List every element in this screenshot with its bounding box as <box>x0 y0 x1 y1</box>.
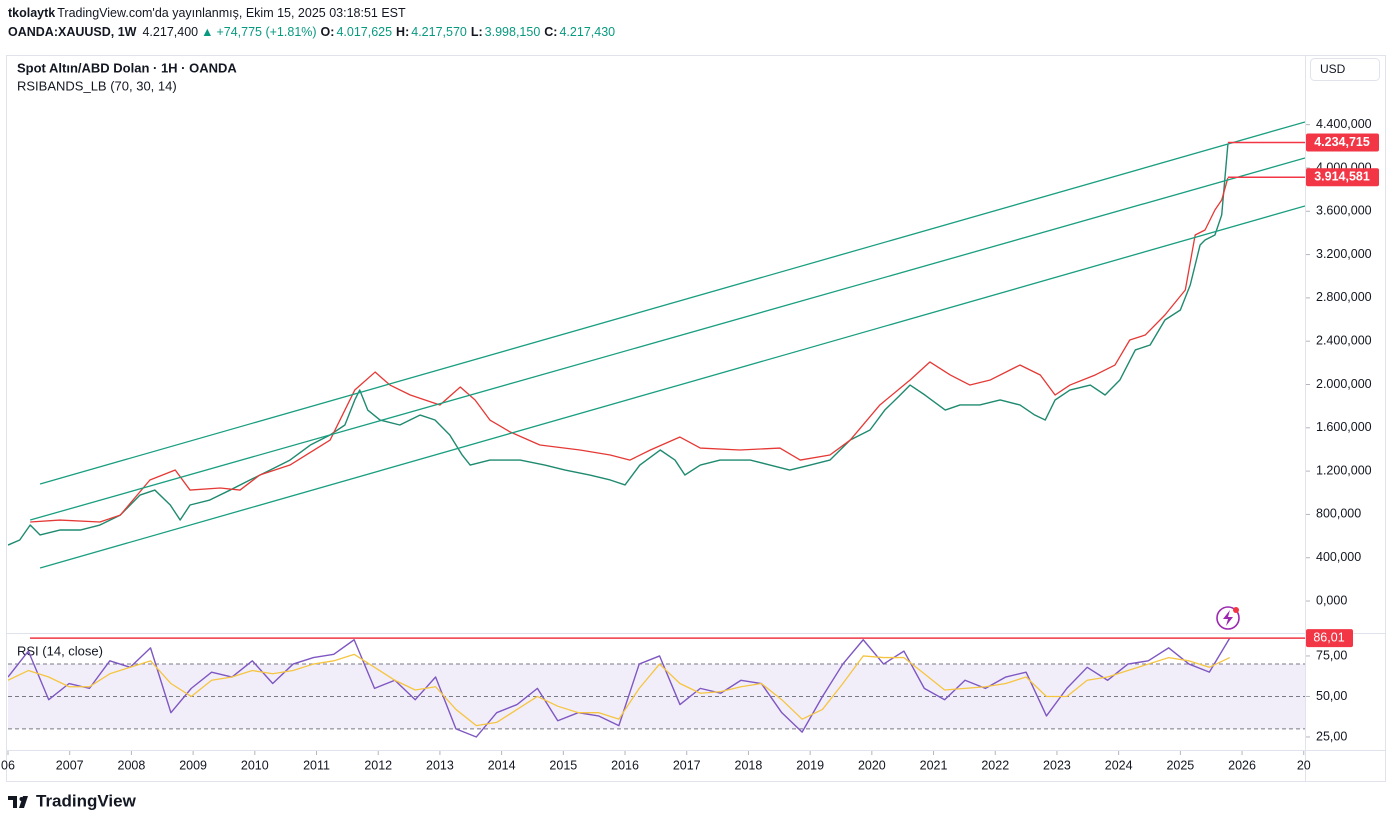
series-line <box>39 205 1305 569</box>
low-label: L: <box>471 25 483 39</box>
high-label: H: <box>396 25 409 39</box>
y-tick-label: 2.000,000 <box>1316 377 1372 391</box>
alert-icon[interactable] <box>1216 606 1240 630</box>
close: 4.217,430 <box>559 25 615 39</box>
rsi-legend: RSI (14, close) <box>17 643 103 658</box>
x-tick-label: 2011 <box>303 758 330 772</box>
price-label: 3.914,581 <box>1314 170 1370 184</box>
y-tick-label: 3.600,000 <box>1316 204 1372 218</box>
author: tkolaytk <box>8 6 55 20</box>
change-arrow: ▲ <box>201 25 213 39</box>
chart-frame <box>6 55 1386 782</box>
close-label: C: <box>544 25 557 39</box>
change: +74,775 (+1.81%) <box>216 25 316 39</box>
x-tick-label: 2021 <box>920 758 948 772</box>
y-tick-label: 75,00 <box>1316 648 1347 662</box>
x-tick-label: 2012 <box>364 758 392 772</box>
x-tick-label: 2014 <box>488 758 516 772</box>
series-line <box>8 637 1231 738</box>
last-price: 4.217,400 <box>142 25 198 39</box>
y-tick-label: 1.200,000 <box>1316 463 1372 477</box>
x-tick-label: 2016 <box>611 758 639 772</box>
x-tick-label: 2020 <box>858 758 886 772</box>
published: TradingView.com'da yayınlanmış, Ekim 15,… <box>57 6 406 20</box>
series-line <box>8 144 1229 546</box>
y-tick-label: 0,000 <box>1316 593 1347 607</box>
x-tick-label: 2024 <box>1105 758 1133 772</box>
y-tick-label: 25,00 <box>1316 729 1347 743</box>
y-tick-label: 3.200,000 <box>1316 247 1372 261</box>
rsi-value-label: 86,01 <box>1313 630 1344 644</box>
x-tick-label: 2019 <box>796 758 824 772</box>
symbol: OANDA:XAUUSD, 1W <box>8 25 137 39</box>
x-tick-label: 20 <box>1297 758 1311 772</box>
price-label-box <box>1306 168 1379 187</box>
open-label: O: <box>321 25 335 39</box>
x-tick-label: 2017 <box>673 758 701 772</box>
x-tick-label: 2022 <box>981 758 1009 772</box>
x-tick-label: 2007 <box>56 758 84 772</box>
price-label-box <box>1306 133 1379 152</box>
y-tick-label: 1.600,000 <box>1316 420 1372 434</box>
x-tick-label: 2026 <box>1228 758 1256 772</box>
y-tick-label: 2.800,000 <box>1316 290 1372 304</box>
open: 4.017,625 <box>336 25 392 39</box>
y-tick-label: 2.400,000 <box>1316 333 1372 347</box>
indicator-legend: RSIBANDS_LB (70, 30, 14) <box>17 78 177 93</box>
low: 3.998,150 <box>485 25 541 39</box>
series-line <box>30 177 1229 523</box>
series-line <box>39 121 1305 485</box>
y-tick-label: 4.400,000 <box>1316 117 1372 131</box>
currency-button[interactable] <box>1310 58 1380 81</box>
x-tick-label: 2018 <box>735 758 763 772</box>
footer-logo <box>8 796 28 808</box>
x-tick-label: 2008 <box>118 758 146 772</box>
rsi-label-box <box>1306 629 1353 648</box>
y-tick-label: 50,00 <box>1316 689 1347 703</box>
currency-label[interactable]: USD <box>1320 62 1346 76</box>
footer-brand: TradingView <box>36 791 137 810</box>
x-tick-label: 2010 <box>241 758 269 772</box>
x-tick-label: 2015 <box>549 758 577 772</box>
series-line <box>30 157 1305 521</box>
x-tick-label: 2013 <box>426 758 454 772</box>
publish-line: tkolaytk TradingView.com'da yayınlanmış, … <box>8 6 406 20</box>
high: 4.217,570 <box>411 25 467 39</box>
series-line <box>8 653 1231 727</box>
y-tick-label: 400,000 <box>1316 550 1361 564</box>
y-tick-label: 800,000 <box>1316 507 1361 521</box>
x-tick-label: 2025 <box>1166 758 1194 772</box>
chart-title: Spot Altın/ABD Dolan · 1H · OANDA <box>17 60 237 75</box>
x-tick-label: 2009 <box>179 758 207 772</box>
x-tick-label: 2023 <box>1043 758 1071 772</box>
price-label: 4.234,715 <box>1314 135 1370 149</box>
quote-line: OANDA:XAUUSD, 1W 4.217,400 ▲ +74,775 (+1.81… <box>8 25 615 39</box>
x-tick-label: 06 <box>1 758 15 772</box>
